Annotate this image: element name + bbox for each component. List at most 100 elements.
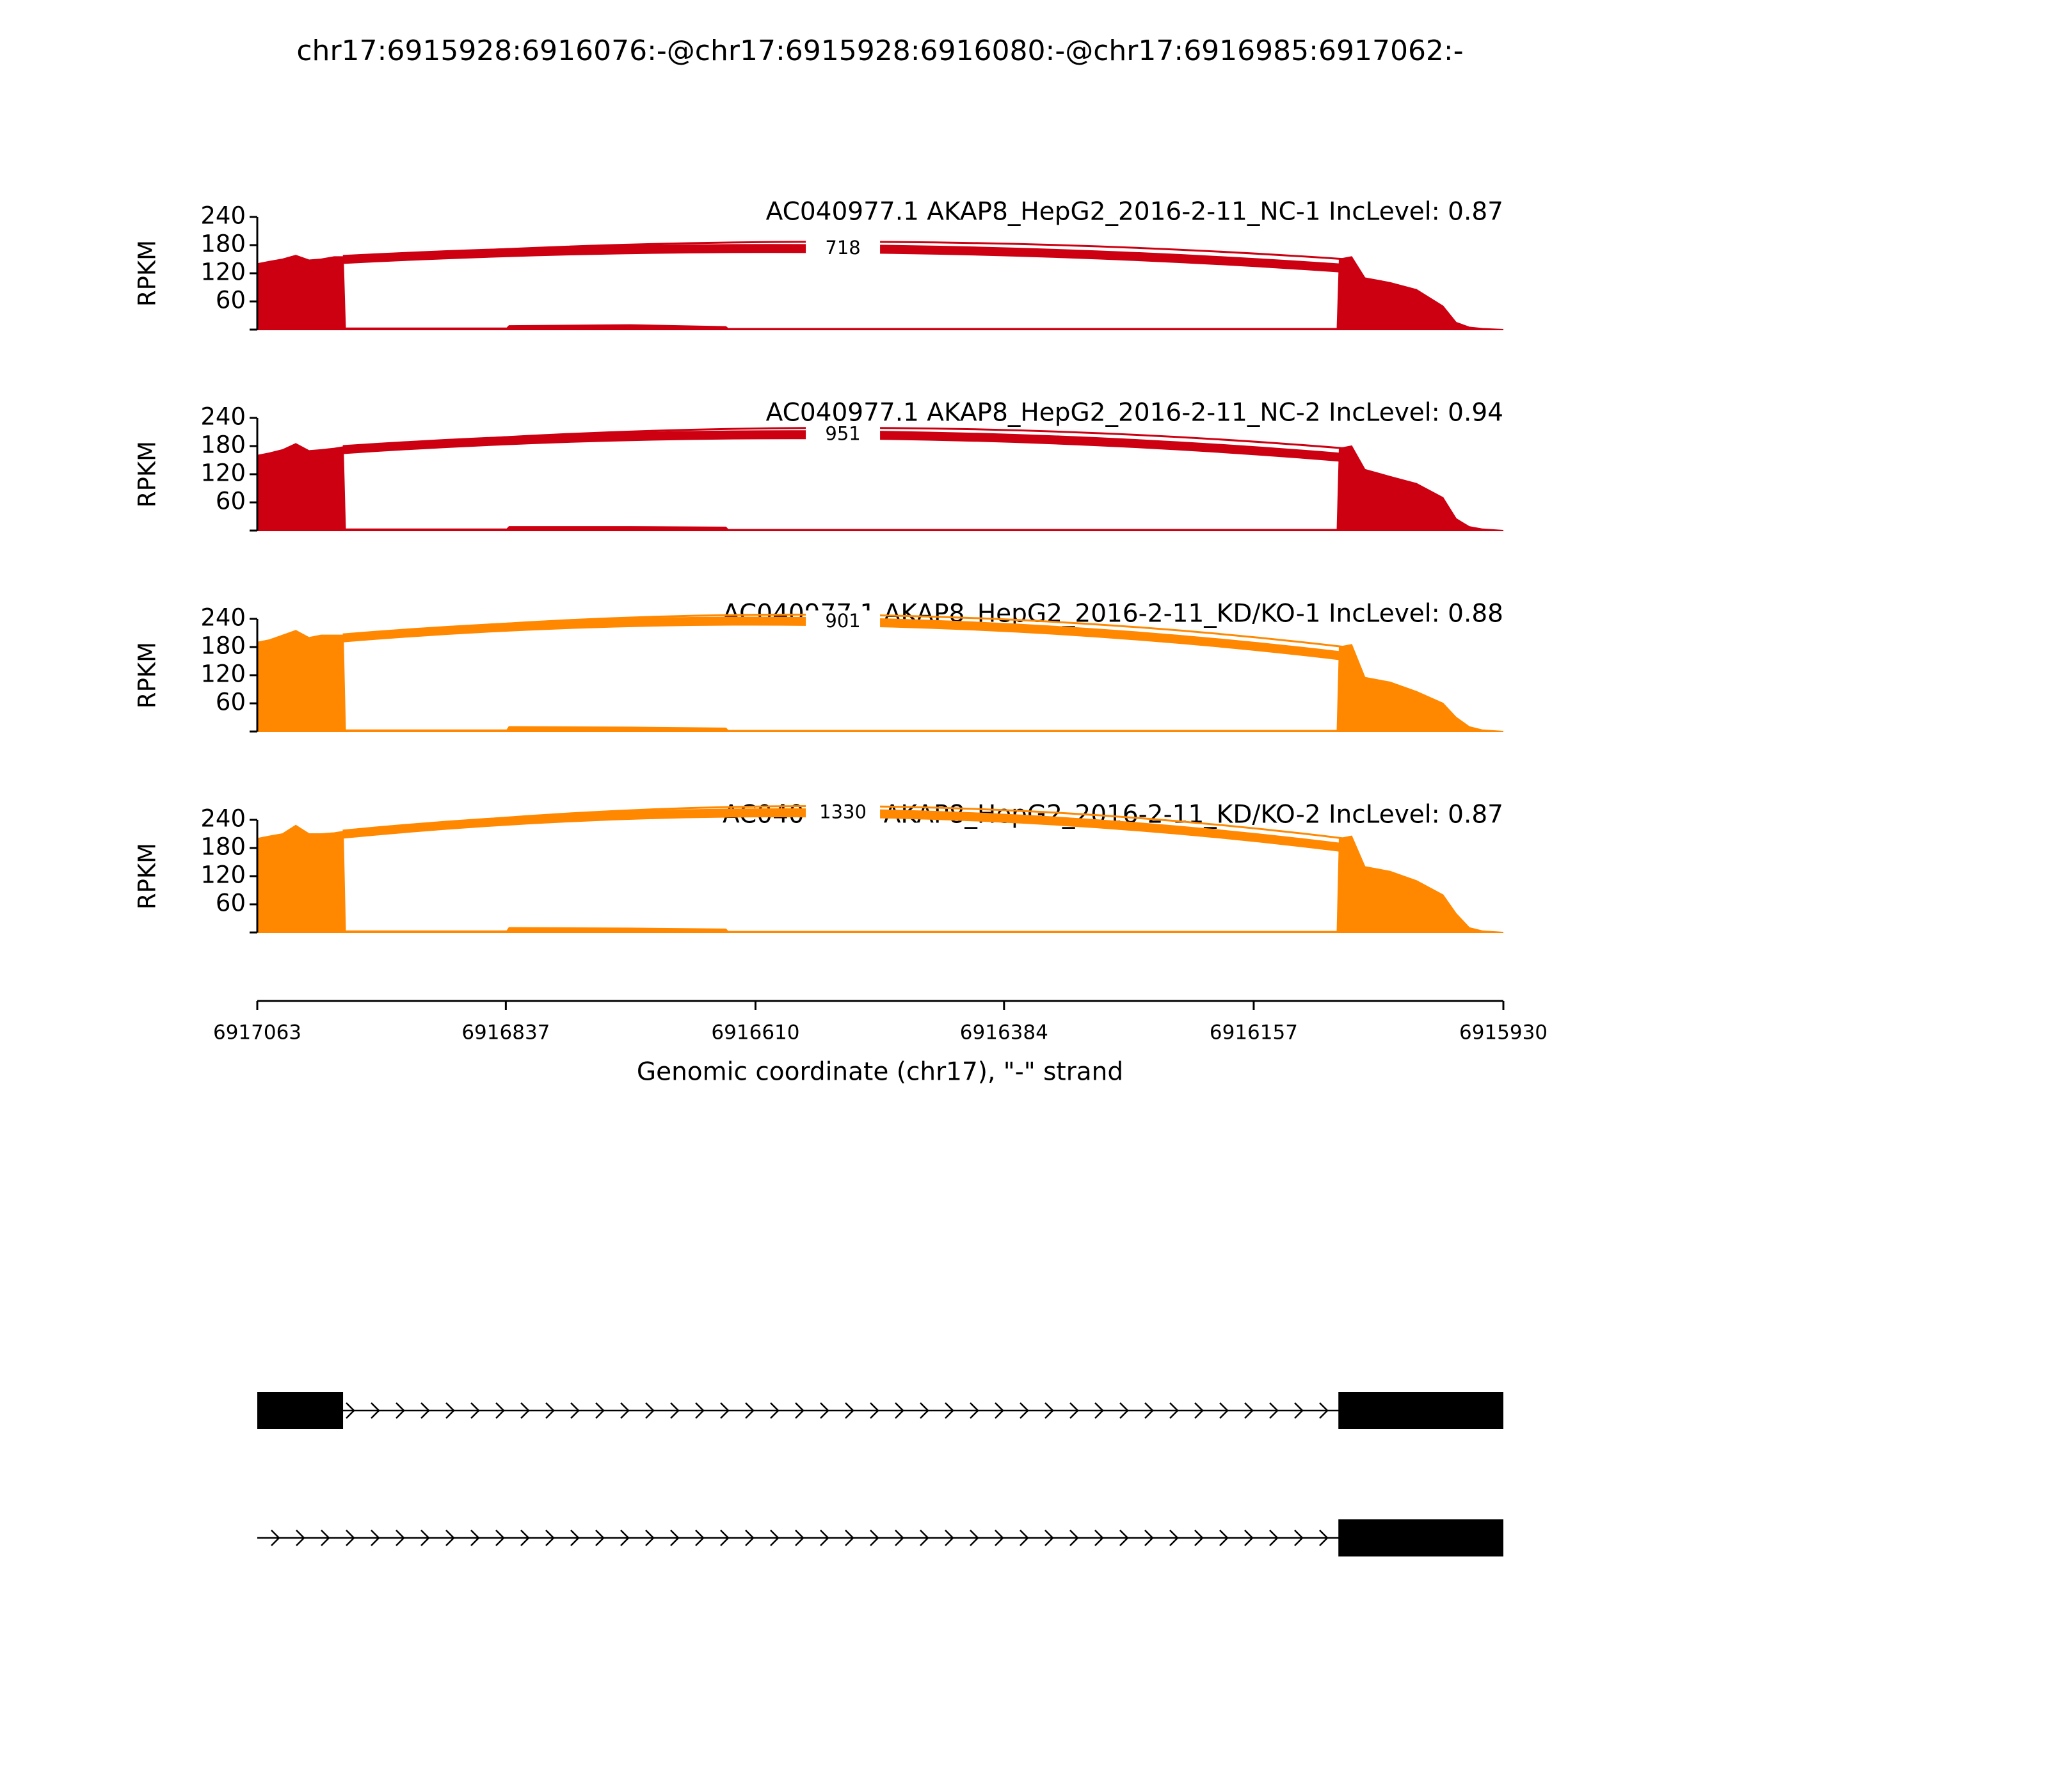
strand-chevron — [845, 1530, 854, 1546]
strand-chevron — [1069, 1402, 1079, 1419]
strand-chevron — [770, 1530, 780, 1546]
strand-chevron — [1294, 1402, 1304, 1419]
strand-chevron — [945, 1402, 954, 1419]
strand-chevron — [420, 1402, 430, 1419]
y-tick-label: 60 — [216, 689, 246, 716]
strand-chevron — [920, 1530, 929, 1546]
strand-chevron — [470, 1402, 480, 1419]
y-tick-label: 180 — [200, 833, 246, 861]
exon — [257, 1392, 344, 1429]
exon — [1338, 1519, 1503, 1556]
strand-chevron — [645, 1530, 655, 1546]
strand-chevron — [1144, 1530, 1154, 1546]
strand-chevron — [445, 1530, 455, 1546]
strand-chevron — [795, 1402, 804, 1419]
strand-chevron — [271, 1530, 280, 1546]
y-tick-label: 180 — [200, 632, 246, 660]
panel-title: AC040977.1 AKAP8_HepG2_2016-2-11_NC-1 In… — [766, 198, 1503, 227]
strand-chevron — [1119, 1530, 1129, 1546]
strand-chevron — [595, 1530, 605, 1546]
coverage-area — [257, 630, 1504, 732]
junction-label-bg — [806, 237, 881, 260]
y-tick-label: 240 — [200, 805, 246, 833]
strand-chevron — [745, 1530, 755, 1546]
strand-chevron — [520, 1530, 530, 1546]
strand-chevron — [620, 1530, 630, 1546]
strand-chevron — [1094, 1530, 1104, 1546]
strand-chevron — [745, 1402, 755, 1419]
strand-chevron — [420, 1530, 430, 1546]
y-tick-label: 240 — [200, 202, 246, 230]
x-tick-label: 6916157 — [1210, 1021, 1298, 1044]
strand-chevron — [670, 1402, 680, 1419]
y-tick-label: 120 — [200, 460, 246, 487]
strand-chevron — [1020, 1402, 1029, 1419]
strand-chevron — [1069, 1530, 1079, 1546]
panel-title: AC040977.1 AKAP8_HepG2_2016-2-11_NC-2 In… — [766, 399, 1503, 428]
strand-chevron — [1269, 1402, 1279, 1419]
strand-chevron — [620, 1402, 630, 1419]
strand-chevron — [396, 1402, 405, 1419]
y-tick-label: 240 — [200, 403, 246, 431]
y-axis-label: RPKM — [134, 843, 161, 909]
strand-chevron — [945, 1530, 954, 1546]
coverage-area — [257, 443, 1504, 531]
strand-chevron — [1169, 1530, 1179, 1546]
strand-chevron — [1194, 1402, 1204, 1419]
y-tick-label: 60 — [216, 488, 246, 515]
strand-chevron — [1319, 1402, 1329, 1419]
strand-chevron — [1119, 1402, 1129, 1419]
x-tick-label: 6917063 — [213, 1021, 301, 1044]
strand-chevron — [995, 1530, 1004, 1546]
y-axis-label: RPKM — [134, 642, 161, 708]
strand-chevron — [371, 1530, 380, 1546]
strand-chevron — [1169, 1402, 1179, 1419]
x-axis-label: Genomic coordinate (chr17), "-" strand — [637, 1058, 1123, 1087]
junction-label-bg — [806, 610, 881, 634]
strand-chevron — [545, 1402, 555, 1419]
strand-chevron — [920, 1402, 929, 1419]
strand-chevron — [371, 1402, 380, 1419]
strand-chevron — [1294, 1530, 1304, 1546]
strand-chevron — [1244, 1402, 1254, 1419]
junction-label: 901 — [825, 610, 860, 632]
strand-chevron — [870, 1402, 879, 1419]
strand-chevron — [720, 1530, 730, 1546]
strand-chevron — [1219, 1530, 1229, 1546]
junction-label: 718 — [825, 237, 860, 259]
strand-chevron — [1269, 1530, 1279, 1546]
y-tick-label: 120 — [200, 259, 246, 286]
junction-label-bg — [806, 423, 881, 447]
strand-chevron — [396, 1530, 405, 1546]
y-axis-label: RPKM — [134, 240, 161, 307]
strand-chevron — [1219, 1402, 1229, 1419]
strand-chevron — [695, 1402, 705, 1419]
strand-chevron — [495, 1402, 505, 1419]
y-axis-label: RPKM — [134, 441, 161, 508]
x-tick-label: 6916384 — [960, 1021, 1048, 1044]
strand-chevron — [870, 1530, 879, 1546]
strand-chevron — [470, 1530, 480, 1546]
strand-chevron — [445, 1402, 455, 1419]
y-tick-label: 180 — [200, 230, 246, 258]
strand-chevron — [970, 1530, 979, 1546]
y-tick-label: 60 — [216, 287, 246, 314]
strand-chevron — [346, 1530, 355, 1546]
strand-chevron — [296, 1530, 305, 1546]
strand-chevron — [1244, 1530, 1254, 1546]
coverage-area — [257, 824, 1504, 933]
strand-chevron — [1144, 1402, 1154, 1419]
strand-chevron — [321, 1530, 330, 1546]
strand-chevron — [895, 1402, 904, 1419]
strand-chevron — [695, 1530, 705, 1546]
junction-label-bg — [806, 801, 881, 825]
strand-chevron — [570, 1402, 580, 1419]
strand-chevron — [770, 1402, 780, 1419]
strand-chevron — [1044, 1530, 1054, 1546]
strand-chevron — [346, 1402, 355, 1419]
junction-label: 1330 — [819, 801, 867, 823]
y-tick-label: 120 — [200, 660, 246, 688]
y-tick-label: 60 — [216, 890, 246, 917]
strand-chevron — [1319, 1530, 1329, 1546]
strand-chevron — [995, 1402, 1004, 1419]
